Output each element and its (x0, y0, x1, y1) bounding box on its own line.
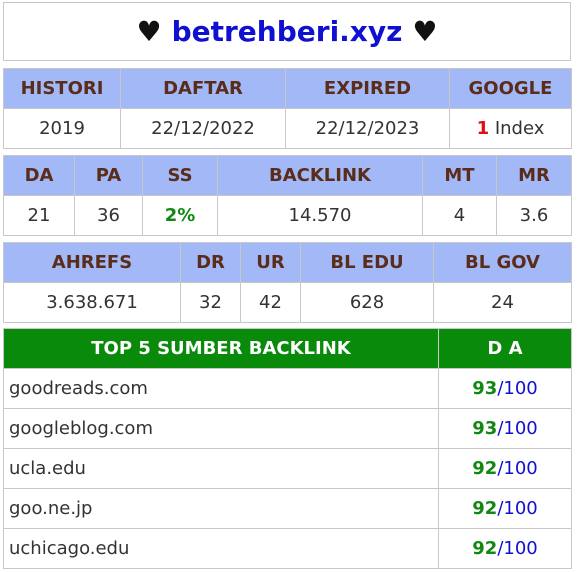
header-daftar: DAFTAR (120, 68, 286, 109)
backlink-da: 93/100 (438, 368, 572, 409)
value-expired: 22/12/2023 (285, 108, 450, 149)
da-max: 100 (503, 378, 538, 399)
value-bl-gov: 24 (433, 282, 572, 323)
da-max: 100 (503, 498, 538, 519)
value-ahrefs: 3.638.671 (3, 282, 181, 323)
heart-icon: ♥ (412, 15, 438, 48)
ahrefs-table: AHREFS DR UR BL EDU BL GOV 3.638.671 32 … (3, 242, 572, 323)
value-daftar: 22/12/2022 (120, 108, 286, 149)
header-ur: UR (240, 242, 301, 283)
da-max: 100 (503, 418, 538, 439)
header-histori: HISTORI (3, 68, 121, 109)
da-separator: / (497, 418, 504, 439)
authority-value-row: 21 36 2% 14.570 4 3.6 (3, 195, 572, 236)
da-separator: / (497, 538, 504, 559)
backlink-domain[interactable]: goodreads.com (3, 368, 439, 409)
header-da: DA (3, 155, 75, 196)
da-separator: / (497, 378, 504, 399)
header-ahrefs: AHREFS (3, 242, 181, 283)
value-backlink: 14.570 (217, 195, 423, 236)
top-backlink-header-row: TOP 5 SUMBER BACKLINK D A (3, 328, 572, 369)
header-backlink: BACKLINK (217, 155, 423, 196)
da-score: 92 (472, 538, 498, 559)
site-title-box: ♥ betrehberi.xyz ♥ (3, 2, 571, 61)
backlink-da: 93/100 (438, 408, 572, 449)
da-score: 92 (472, 498, 498, 519)
header-bl-edu: BL EDU (300, 242, 434, 283)
value-bl-edu: 628 (300, 282, 434, 323)
backlink-da: 92/100 (438, 488, 572, 529)
value-histori: 2019 (3, 108, 121, 149)
value-mr: 3.6 (496, 195, 572, 236)
backlink-da: 92/100 (438, 528, 572, 569)
da-score: 93 (472, 418, 498, 439)
value-ur: 42 (240, 282, 301, 323)
backlink-domain[interactable]: goo.ne.jp (3, 488, 439, 529)
header-da-score: D A (438, 328, 572, 369)
value-pa: 36 (74, 195, 143, 236)
table-row: ucla.edu 92/100 (3, 448, 572, 489)
header-bl-gov: BL GOV (433, 242, 572, 283)
value-da: 21 (3, 195, 75, 236)
da-separator: / (497, 498, 504, 519)
value-mt: 4 (422, 195, 497, 236)
ahrefs-value-row: 3.638.671 32 42 628 24 (3, 282, 572, 323)
authority-header-row: DA PA SS BACKLINK MT MR (3, 155, 572, 196)
header-expired: EXPIRED (285, 68, 450, 109)
table-row: goodreads.com 93/100 (3, 368, 572, 409)
table-row: uchicago.edu 92/100 (3, 528, 572, 569)
da-separator: / (497, 458, 504, 479)
value-google: 1 Index (449, 108, 572, 149)
backlink-da: 92/100 (438, 448, 572, 489)
heart-icon: ♥ (136, 15, 162, 48)
da-max: 100 (503, 538, 538, 559)
backlink-domain[interactable]: uchicago.edu (3, 528, 439, 569)
google-index-count: 1 (476, 118, 490, 139)
google-index-label: Index (494, 118, 545, 139)
table-row: goo.ne.jp 92/100 (3, 488, 572, 529)
header-top-backlink: TOP 5 SUMBER BACKLINK (3, 328, 439, 369)
registration-table: HISTORI DAFTAR EXPIRED GOOGLE 2019 22/12… (3, 68, 572, 149)
top-backlink-table: TOP 5 SUMBER BACKLINK D A goodreads.com … (3, 328, 572, 569)
da-max: 100 (503, 458, 538, 479)
backlink-domain[interactable]: googleblog.com (3, 408, 439, 449)
authority-table: DA PA SS BACKLINK MT MR 21 36 2% 14.570 … (3, 155, 572, 236)
header-pa: PA (74, 155, 143, 196)
ahrefs-header-row: AHREFS DR UR BL EDU BL GOV (3, 242, 572, 283)
backlink-domain[interactable]: ucla.edu (3, 448, 439, 489)
table-row: googleblog.com 93/100 (3, 408, 572, 449)
header-mt: MT (422, 155, 497, 196)
header-google: GOOGLE (449, 68, 572, 109)
da-score: 92 (472, 458, 498, 479)
header-dr: DR (180, 242, 241, 283)
value-dr: 32 (180, 282, 241, 323)
registration-value-row: 2019 22/12/2022 22/12/2023 1 Index (3, 108, 572, 149)
da-score: 93 (472, 378, 498, 399)
header-ss: SS (142, 155, 218, 196)
value-ss: 2% (142, 195, 218, 236)
site-domain[interactable]: betrehberi.xyz (171, 15, 403, 48)
registration-header-row: HISTORI DAFTAR EXPIRED GOOGLE (3, 68, 572, 109)
header-mr: MR (496, 155, 572, 196)
